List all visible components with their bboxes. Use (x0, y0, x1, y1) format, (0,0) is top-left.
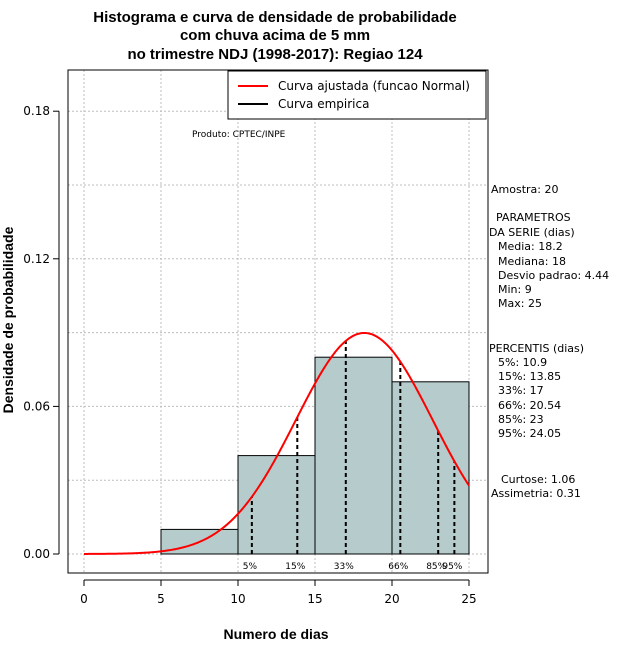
parameters-subtitle: DA SERIE (dias) (489, 226, 575, 239)
stats-panel: Amostra: 20 PARAMETROS DA SERIE (dias) M… (489, 183, 609, 500)
pct-33: 33%: 17 (498, 384, 544, 397)
percentile-label-4: 66% (388, 562, 408, 572)
normal-fit-curve (84, 331, 470, 555)
y-tick-label-3: 0.18 (23, 104, 50, 118)
histogram-bar-4 (391, 381, 470, 555)
histogram-bar-2 (237, 455, 316, 555)
x-tick-label-20: 20 (384, 592, 399, 606)
pct-66: 66%: 20.54 (498, 399, 561, 412)
param-sd: Desvio padrao: 4.44 (498, 269, 609, 282)
y-tick-label-1: 0.06 (23, 399, 50, 413)
param-max: Max: 25 (498, 297, 542, 310)
percentile-label-1: 5% (243, 562, 258, 572)
percentile-label-2: 15% (285, 562, 305, 572)
legend-label-normal: Curva ajustada (funcao Normal) (278, 79, 470, 93)
param-min: Min: 9 (498, 283, 532, 296)
y-axis-label: Densidade de probabilidade (0, 226, 16, 413)
histogram-bars (160, 356, 470, 555)
axes: 0 5 10 15 20 25 0.00 0.06 0.12 0.18 (23, 104, 476, 606)
param-median: Mediana: 18 (498, 255, 566, 268)
chart-title-line-3: no trimestre NDJ (1998-2017): Regiao 124 (127, 46, 423, 63)
chart-title-line-1: Histograma e curva de densidade de proba… (93, 9, 456, 26)
x-tick-label-25: 25 (461, 592, 476, 606)
y-tick-label-2: 0.12 (23, 252, 50, 266)
x-tick-label-10: 10 (230, 592, 245, 606)
sample-size: Amostra: 20 (491, 183, 558, 196)
percentile-lines: 5% 15% 33% 66% 85%95% (243, 340, 463, 572)
plot-frame (67, 69, 489, 574)
percentiles-title: PERCENTIS (dias) (489, 342, 584, 355)
kurtosis: Curtose: 1.06 (501, 473, 575, 486)
y-tick-label-0: 0.00 (23, 547, 50, 561)
chart-title-line-2: com chuva acima de 5 mm (180, 27, 370, 44)
pct-85: 85%: 23 (498, 413, 544, 426)
pct-5: 5%: 10.9 (498, 356, 547, 369)
legend-box (227, 70, 487, 120)
skewness: Assimetria: 0.31 (491, 487, 581, 500)
pct-15: 15%: 13.85 (498, 370, 561, 383)
grid (68, 70, 488, 573)
param-mean: Media: 18.2 (498, 240, 563, 253)
parameters-title: PARAMETROS (496, 211, 571, 224)
legend-label-empirical: Curva empirica (278, 97, 369, 111)
percentile-label-5: 85% (426, 562, 446, 572)
x-tick-label-0: 0 (80, 592, 88, 606)
credit-label: Produto: CPTEC/INPE (192, 130, 286, 140)
pct-95: 95%: 24.05 (498, 427, 561, 440)
legend: Curva ajustada (funcao Normal) Curva emp… (227, 70, 487, 120)
x-tick-label-15: 15 (307, 592, 322, 606)
x-tick-label-5: 5 (157, 592, 165, 606)
histogram-bar-3 (314, 356, 393, 555)
percentile-label-6: 95% (442, 562, 462, 572)
percentile-label-3: 33% (334, 562, 354, 572)
x-axis-label: Numero de dias (223, 626, 328, 642)
